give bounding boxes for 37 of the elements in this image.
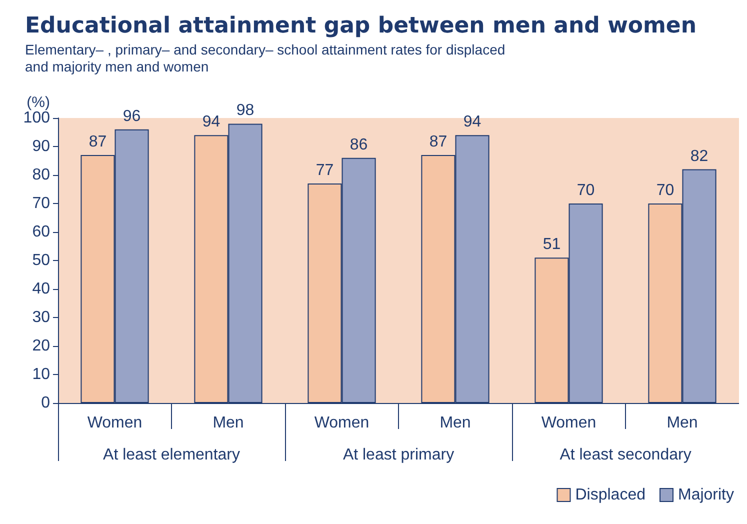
data-label: 87 — [429, 134, 448, 151]
y-tick-label: 60 — [32, 224, 50, 240]
y-tick-label: 0 — [41, 394, 50, 412]
y-axis-title: (%) — [26, 94, 50, 111]
data-label: 77 — [316, 162, 334, 180]
y-tick-label: 100 — [23, 110, 50, 126]
legend-label: Displaced — [575, 486, 646, 504]
data-label: 82 — [690, 148, 708, 165]
x-tick-label: Women — [541, 414, 596, 432]
x-tick-label: Women — [87, 414, 142, 432]
chart-title: Educational attainment gap between men and women — [25, 14, 697, 38]
data-label: 86 — [350, 136, 368, 154]
x-tick-label: Men — [666, 414, 698, 432]
data-label: 70 — [656, 182, 674, 199]
y-tick-label: 20 — [32, 338, 50, 354]
data-label: 98 — [236, 102, 254, 120]
data-label: 94 — [202, 114, 220, 131]
text: At least elementary — [103, 446, 240, 464]
text: At least primary — [342, 446, 454, 464]
data-label: 87 — [88, 134, 107, 151]
y-tick-label: 80 — [32, 166, 50, 184]
y-tick-label: 50 — [32, 252, 50, 269]
data-label: 51 — [542, 236, 561, 254]
y-tick-label: 90 — [32, 138, 50, 155]
y-tick-label: 40 — [32, 280, 50, 298]
x-tick-label: Men — [440, 414, 471, 432]
y-tick-label: 10 — [32, 366, 50, 383]
text: At least secondary — [560, 446, 692, 464]
x-tick-label: Women — [314, 414, 370, 432]
legend-label: Majority — [678, 486, 734, 504]
data-label: 96 — [122, 108, 141, 125]
y-tick-label: 70 — [32, 195, 50, 212]
data-label: 94 — [463, 114, 482, 131]
chart-subtitle: Elementary– , primary– and secondary– school attainment rates for displaced and majority men and women — [25, 42, 506, 74]
data-label: 70 — [576, 182, 595, 199]
x-tick-label: Men — [212, 414, 244, 432]
y-tick-label: 30 — [32, 309, 50, 326]
